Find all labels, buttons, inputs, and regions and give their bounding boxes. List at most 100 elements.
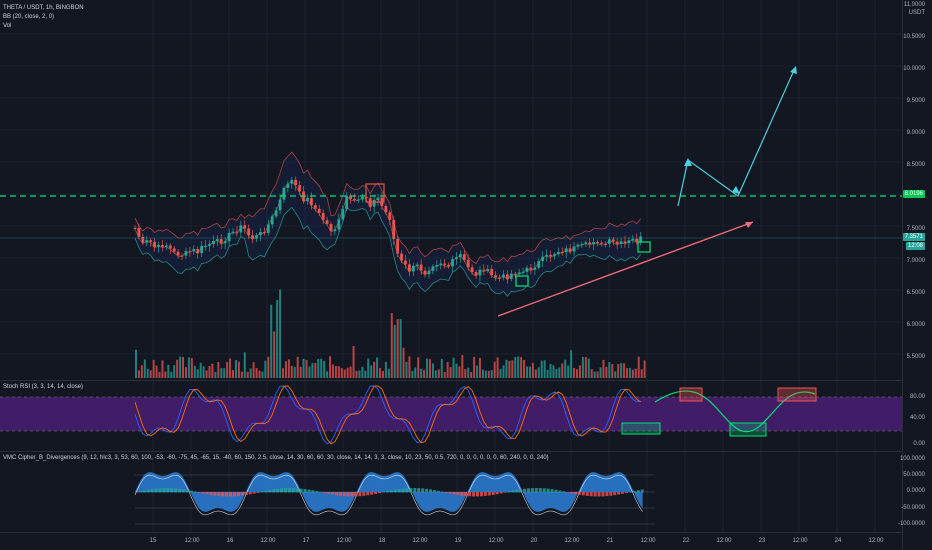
- volume-bar: [405, 361, 408, 378]
- volume-bar: [161, 360, 164, 378]
- candle-body: [427, 270, 431, 275]
- vol-legend[interactable]: Vol: [3, 23, 12, 29]
- candle-body: [462, 254, 466, 260]
- candle-body: [635, 238, 639, 242]
- vmc-money-flow-bar: [350, 492, 354, 497]
- candle-body: [341, 209, 345, 220]
- volume-bar: [467, 367, 470, 378]
- volume-bar: [349, 366, 352, 378]
- candle-body: [262, 232, 266, 234]
- vmc-money-flow-bar: [617, 492, 621, 495]
- volume-bar: [508, 360, 511, 378]
- vmc-money-flow-bar: [217, 492, 221, 496]
- vmc-wt-line: [134, 474, 643, 516]
- candle-body: [502, 274, 505, 278]
- vmc-money-flow-bar: [570, 492, 574, 494]
- volume-bar: [167, 364, 170, 378]
- candle-body: [556, 251, 560, 255]
- symbol-legend[interactable]: THETA / USDT, 1h, BINGBON: [3, 5, 84, 11]
- candle-body: [176, 251, 180, 256]
- vmc-money-flow-bar: [154, 488, 158, 493]
- pane-divider[interactable]: [0, 380, 902, 381]
- vmc-money-flow-bar: [421, 488, 425, 493]
- candle-body: [266, 224, 270, 233]
- volume-bar: [296, 356, 299, 378]
- volume-bar: [576, 369, 578, 378]
- volume-bar: [149, 370, 152, 378]
- vmc-money-flow-bar: [507, 491, 511, 493]
- pane-divider[interactable]: [0, 451, 902, 452]
- vmc-money-flow-bar: [417, 488, 421, 493]
- time-tick-label: 24: [834, 538, 842, 544]
- candle-body: [443, 263, 447, 265]
- vmc-money-flow-bar: [374, 492, 378, 494]
- vmc-money-flow-bar: [174, 488, 178, 493]
- vmc-tick-label: -100.0000: [897, 521, 925, 527]
- time-tick-label: 12:00: [792, 538, 808, 544]
- volume-bar: [446, 362, 449, 378]
- candle-body: [290, 179, 294, 184]
- candle-body: [537, 261, 541, 268]
- bollinger-fill: [135, 152, 641, 297]
- projection-path: [677, 67, 796, 207]
- candle-body: [161, 244, 164, 247]
- candle-body: [576, 244, 580, 247]
- stoch-oversold-box: [621, 422, 661, 435]
- time-tick-label: 12:00: [488, 538, 504, 544]
- vmc-tick-label: 0.0000: [906, 488, 925, 494]
- volume-bar: [364, 370, 367, 378]
- candle-body: [615, 241, 619, 244]
- volume-bar: [487, 370, 490, 378]
- volume-bar: [196, 369, 199, 378]
- volume-bar: [520, 357, 523, 378]
- volume-bar: [370, 365, 373, 378]
- vmc-money-flow-bar: [287, 488, 291, 493]
- volume-bar: [540, 360, 543, 378]
- volume-bar: [464, 369, 467, 378]
- vmc-cipher-label[interactable]: VMC Cipher_B_Divergences (9, 12, hlc3, 3…: [3, 455, 549, 461]
- volume-bar: [587, 358, 590, 378]
- stoch-oversold-box: [729, 422, 767, 437]
- candle-body: [627, 240, 631, 244]
- volume-bar: [199, 362, 202, 378]
- volume-bar: [470, 371, 473, 378]
- volume-bar: [302, 358, 305, 378]
- candle-body: [553, 254, 556, 257]
- candle-body: [306, 197, 309, 202]
- candle-body: [188, 251, 192, 253]
- candle-body: [376, 197, 380, 200]
- volume-bar: [396, 319, 399, 378]
- price-tick-label: 7.0000: [906, 258, 925, 264]
- volume-bar: [190, 358, 193, 378]
- volume-bar: [558, 367, 561, 378]
- volume-bar: [631, 369, 634, 378]
- candle-body: [470, 267, 474, 273]
- vmc-money-flow-bar: [366, 492, 370, 496]
- candle-body: [239, 225, 243, 233]
- vmc-money-flow-bar: [593, 492, 597, 497]
- vmc-money-flow-bar: [209, 492, 213, 495]
- vmc-money-flow-bar: [244, 492, 248, 496]
- vmc-money-flow-bar: [213, 492, 217, 496]
- time-tick-label: 19: [454, 538, 462, 544]
- candle-body: [486, 269, 490, 271]
- volume-bar: [417, 357, 420, 378]
- stoch-rsi-label[interactable]: Stoch RSI (3, 3, 14, 14, close): [3, 384, 84, 390]
- candle-body: [604, 243, 607, 245]
- candle-body: [596, 241, 599, 243]
- vmc-money-flow-bar: [409, 488, 413, 493]
- volume-bar: [490, 370, 493, 378]
- bb-legend[interactable]: BB (20, close, 2, 0): [3, 14, 55, 20]
- volume-bar: [602, 359, 605, 378]
- vmc-money-flow-bar: [511, 490, 515, 493]
- volume-bar: [643, 360, 646, 378]
- vmc-money-flow-bar: [574, 492, 578, 495]
- vmc-money-flow-bar: [456, 492, 460, 496]
- candle-body: [388, 212, 392, 221]
- vmc-money-flow-bar: [233, 492, 236, 497]
- volume-bar: [276, 300, 279, 378]
- volume-bar: [420, 368, 423, 378]
- time-tick-label: 12:00: [336, 538, 352, 544]
